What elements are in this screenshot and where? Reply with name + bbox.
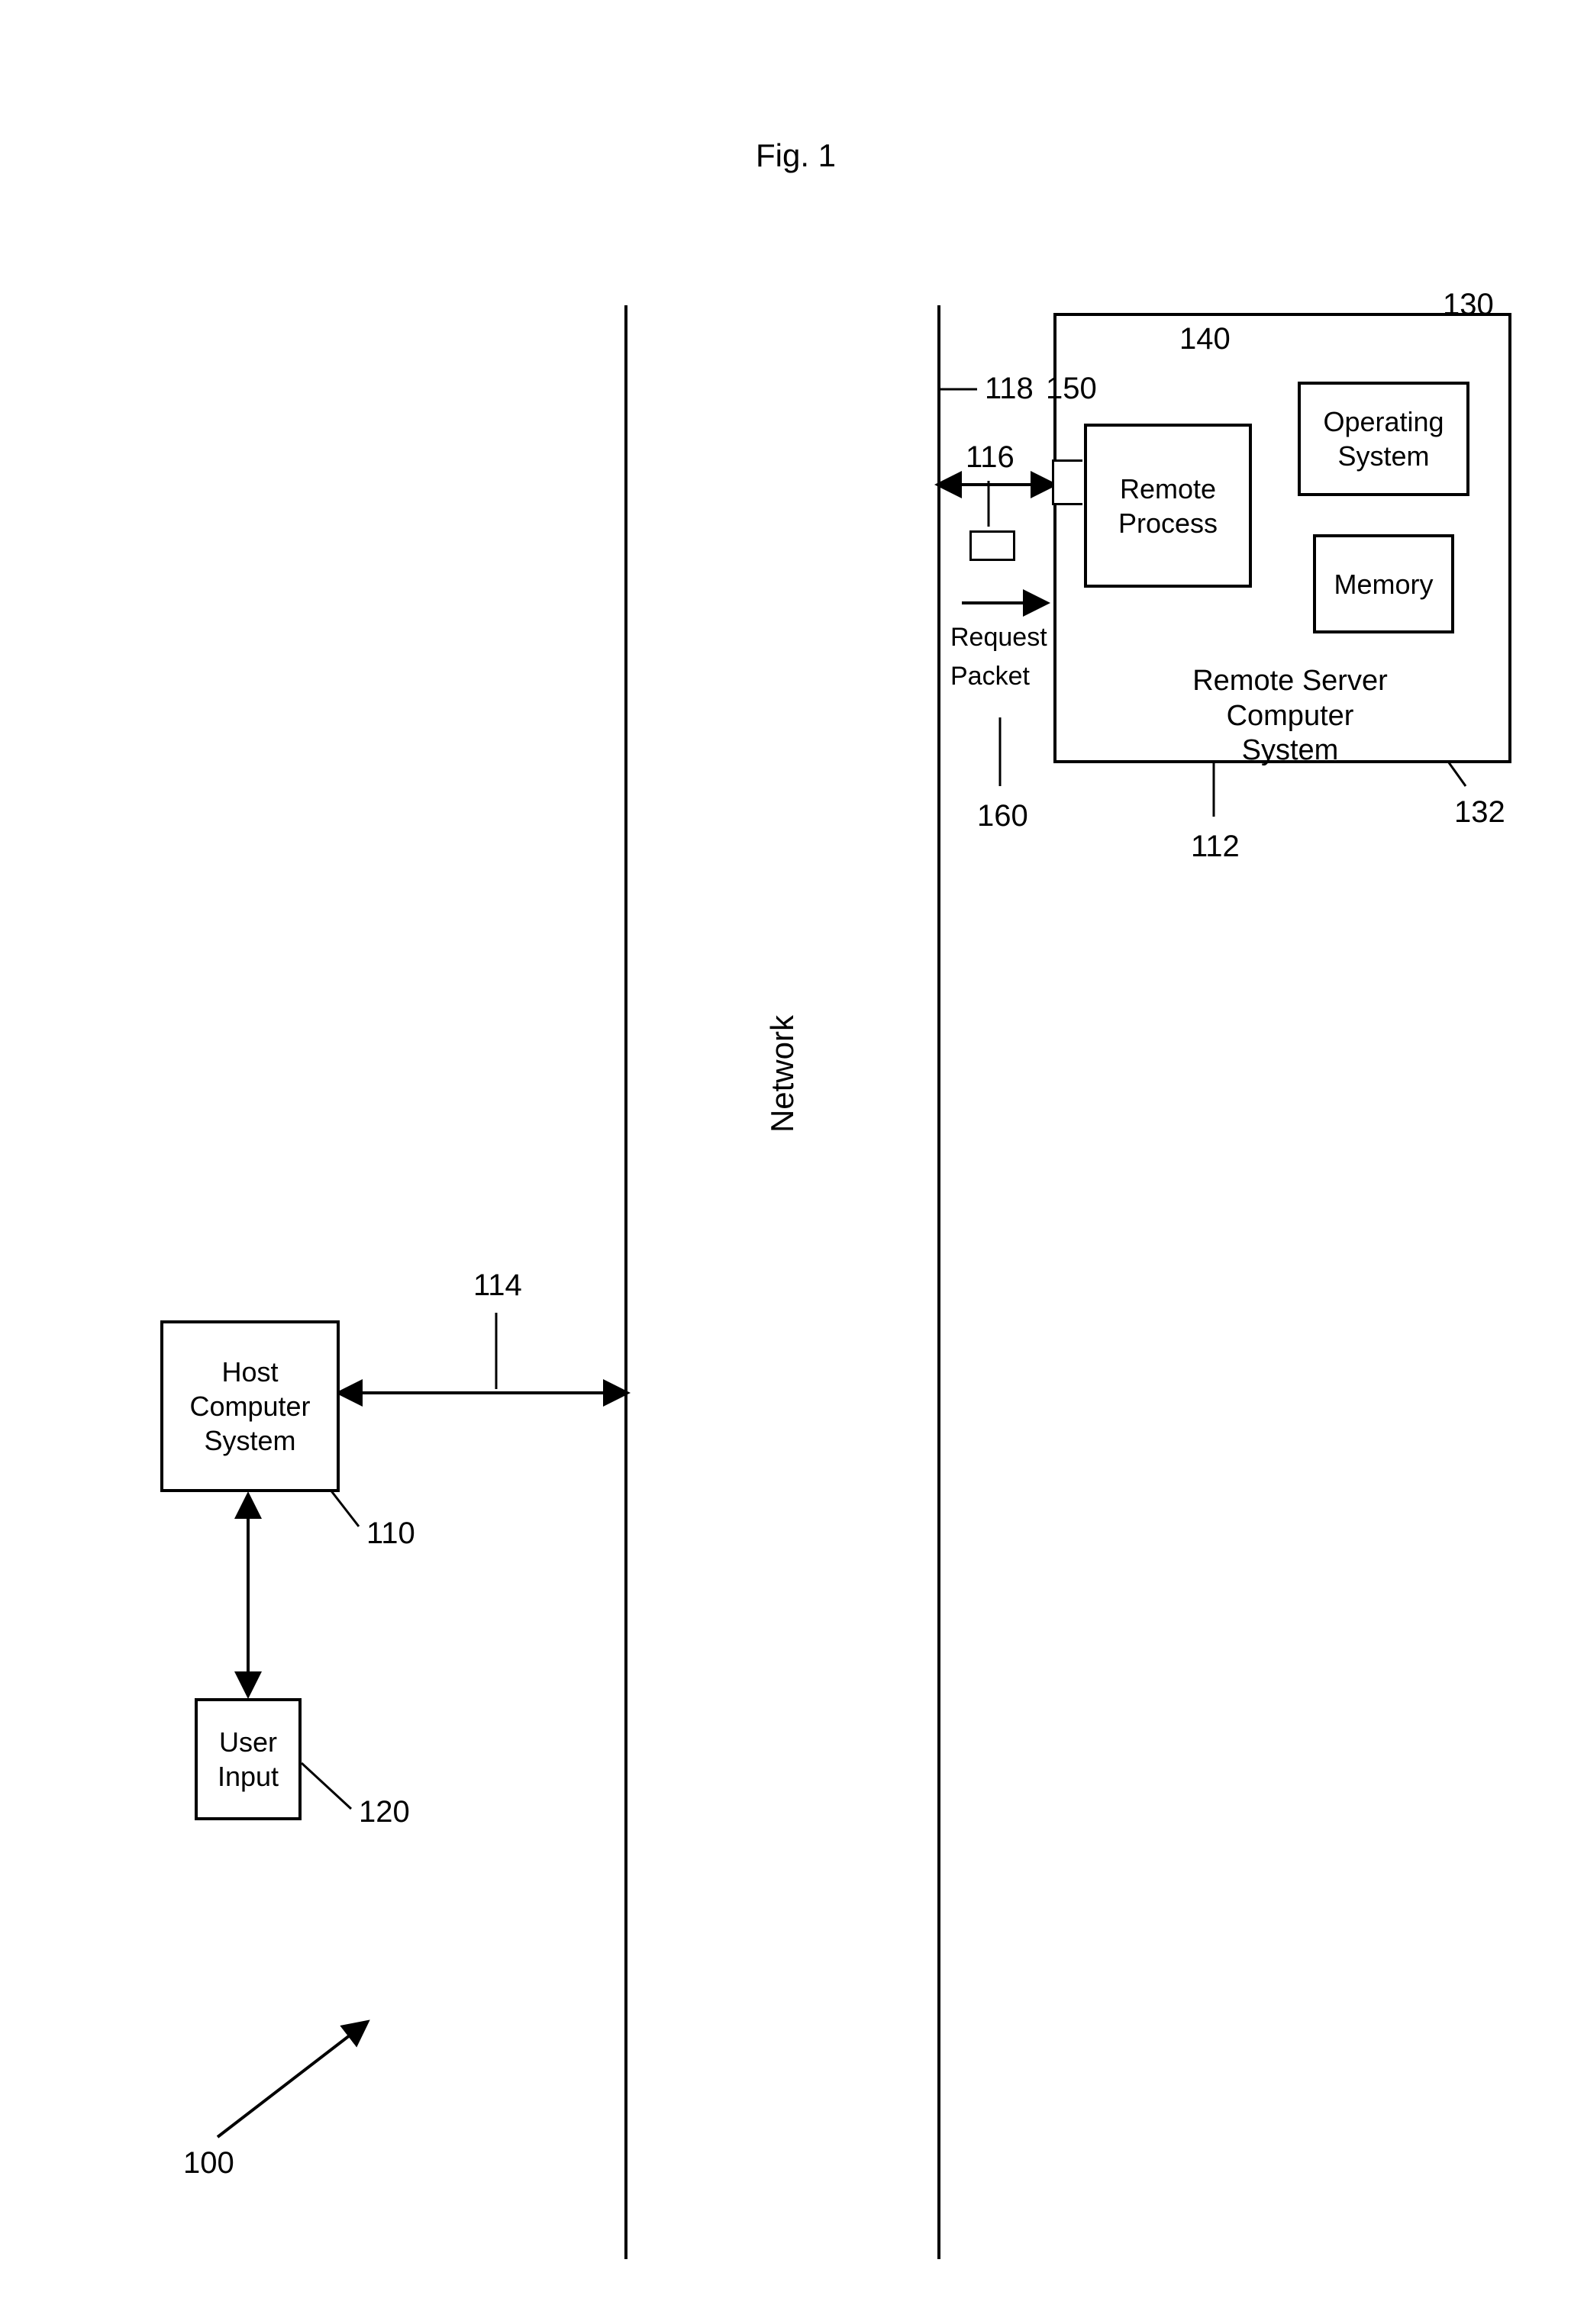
operating-system-box: Operating System [1298, 382, 1469, 496]
remote-server-title: Remote Server Computer System [1176, 664, 1405, 769]
ref-110: 110 [366, 1515, 415, 1552]
ref-130: 130 [1443, 286, 1494, 323]
ref-100: 100 [183, 2145, 234, 2181]
ref-132: 132 [1454, 794, 1505, 830]
ref-112: 112 [1191, 828, 1240, 865]
ref-150: 150 [1046, 370, 1097, 407]
ref-116: 116 [966, 439, 1015, 475]
memory-box: Memory [1313, 534, 1454, 633]
ref-114: 114 [473, 1267, 522, 1304]
remote-process-box: Remote Process [1084, 424, 1252, 588]
ref-120: 120 [359, 1794, 410, 1830]
diagram-canvas: 100 User Input 120 Host Computer System … [0, 0, 1571, 2324]
user-input-box: User Input [195, 1698, 302, 1820]
ref-160: 160 [977, 798, 1028, 834]
figure-caption: Fig. 1 [756, 137, 836, 174]
server-port-stub [1052, 459, 1082, 505]
packet-rect [969, 530, 1015, 561]
ref-118: 118 [985, 370, 1034, 407]
network-label: Network [763, 1015, 802, 1133]
ref-140: 140 [1179, 321, 1231, 357]
host-computer-system-box: Host Computer System [160, 1320, 340, 1492]
